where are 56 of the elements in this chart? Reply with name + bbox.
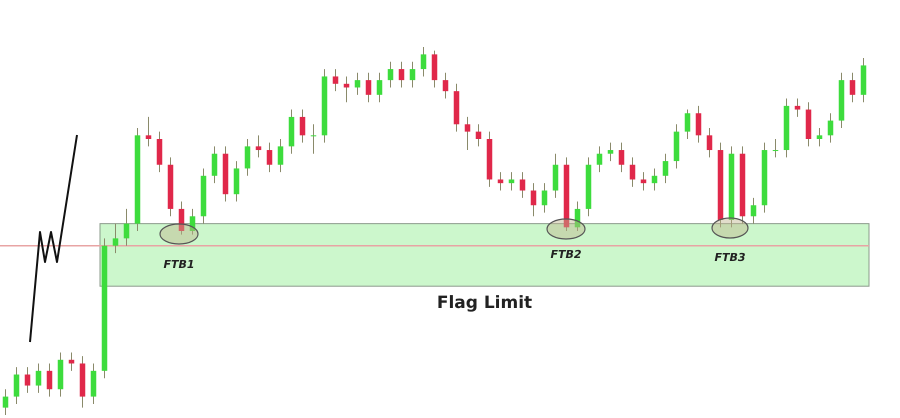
candlestick: [850, 72, 856, 103]
candlestick: [608, 142, 614, 162]
candlestick: [574, 201, 580, 232]
candlestick: [256, 134, 262, 158]
candlestick: [662, 153, 668, 184]
candlestick: [354, 72, 360, 96]
candlestick: [542, 182, 548, 214]
candlestick: [828, 112, 834, 144]
candlestick: [190, 208, 196, 236]
band-label: Flag Limit: [436, 293, 532, 314]
candlestick: [344, 76, 350, 103]
annotation: FTB1: [163, 258, 195, 271]
candlestick: [596, 146, 602, 173]
candlestick: [388, 61, 394, 88]
candlestick: [300, 109, 306, 144]
candlestick: [278, 138, 284, 173]
candlestick: [178, 201, 184, 236]
candlestick: [420, 46, 426, 77]
candlestick: [750, 197, 756, 224]
candlestick: [630, 156, 636, 188]
candlestick: [332, 68, 338, 92]
annotation: FTB3: [714, 251, 746, 264]
candlestick: [36, 362, 42, 394]
candlestick: [816, 127, 822, 147]
candlestick: [310, 124, 316, 154]
candlestick: [442, 72, 448, 100]
candlestick: [652, 168, 658, 192]
annotation: FTB2: [550, 248, 582, 261]
candlestick: [520, 172, 526, 198]
candlestick: [24, 366, 30, 394]
candlestick: [244, 138, 250, 176]
candlestick: [266, 142, 272, 173]
candlestick: [640, 172, 646, 192]
candlestick: [398, 61, 404, 88]
candlestick: [146, 116, 152, 147]
candlestick: [124, 208, 130, 246]
candlestick: [696, 105, 702, 144]
candlestick: [706, 127, 712, 158]
candlestick: [498, 172, 504, 192]
candlestick: [46, 362, 52, 398]
candlestick: [112, 223, 118, 254]
candlestick: [2, 388, 8, 416]
candlestick: [476, 124, 482, 147]
candlestick: [366, 72, 372, 103]
candlestick: [530, 182, 536, 217]
candlestick: [68, 352, 74, 372]
candlestick: [794, 98, 800, 118]
candlestick: [410, 61, 416, 88]
candlestick: [508, 172, 514, 192]
candlestick: [464, 116, 470, 151]
candlestick: [376, 72, 382, 103]
candlestick: [772, 138, 778, 158]
candlestick: [212, 146, 218, 184]
candlestick: [618, 142, 624, 173]
candlestick: [14, 366, 20, 404]
candlestick: [684, 109, 690, 140]
